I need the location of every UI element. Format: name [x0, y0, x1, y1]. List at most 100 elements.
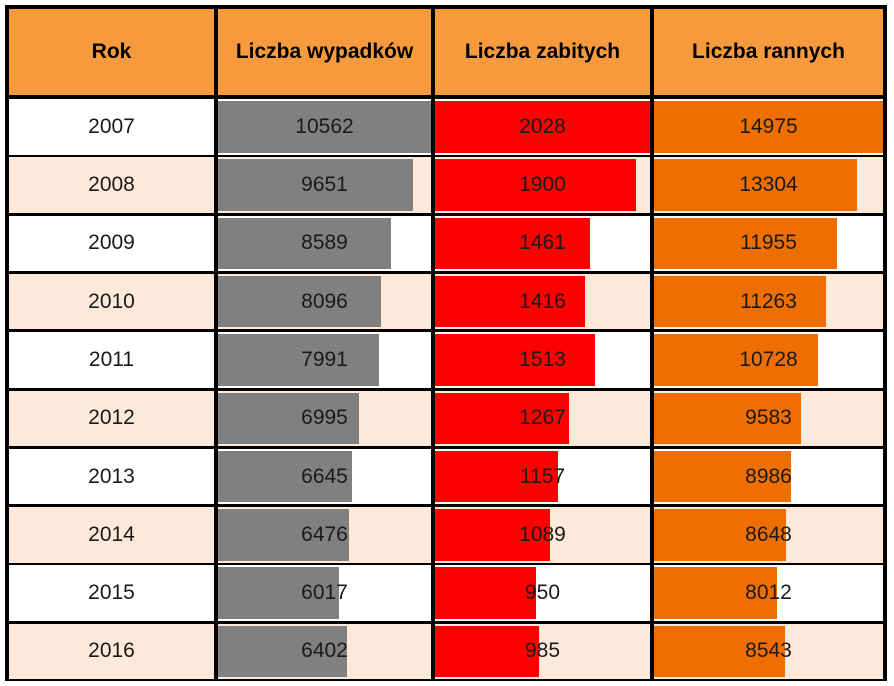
year-label: 2014: [88, 522, 135, 546]
accidents-bar: [218, 159, 413, 211]
header-accidents: Liczba wypadków: [218, 9, 431, 95]
accidents-value: 9651: [301, 173, 348, 197]
accidents-bar: [218, 567, 340, 619]
accidents-value: 6995: [301, 406, 348, 430]
killed-cell: 1157: [435, 448, 650, 505]
killed-value: 1157: [519, 464, 566, 488]
killed-bar: [435, 101, 650, 153]
accidents-value: 7991: [301, 347, 348, 371]
year-cell: 2011: [9, 332, 214, 388]
killed-cell: 950: [435, 565, 650, 621]
injured-bar: [654, 625, 785, 678]
accidents-value: 10562: [295, 114, 354, 138]
killed-value: 1513: [519, 347, 566, 371]
killed-cell: 2028: [435, 99, 650, 155]
injured-bar: [654, 159, 858, 211]
accidents-cell: 7991: [218, 332, 431, 388]
accidents-bar: [218, 217, 392, 270]
injured-cell: 8012: [654, 565, 883, 621]
killed-value: 1900: [519, 173, 566, 197]
injured-value: 10728: [739, 347, 798, 371]
killed-cell: 1513: [435, 332, 650, 388]
year-cell: 2013: [9, 448, 214, 505]
accidents-bar: [218, 625, 348, 678]
killed-value: 950: [524, 581, 561, 605]
injured-bar: [654, 101, 883, 153]
killed-cell: 1416: [435, 273, 650, 330]
killed-bar: [435, 509, 551, 561]
killed-bar: [435, 275, 586, 328]
injured-bar: [654, 567, 777, 619]
injured-cell: 11263: [654, 273, 883, 330]
accidents-cell: 6995: [218, 390, 431, 446]
injured-value: 8648: [745, 522, 792, 546]
accidents-cell: 8096: [218, 273, 431, 330]
year-label: 2011: [88, 347, 135, 371]
accidents-bar: [218, 509, 349, 561]
injured-cell: 10728: [654, 332, 883, 388]
year-cell: 2009: [9, 215, 214, 272]
injured-value: 8986: [745, 464, 792, 488]
injured-bar: [654, 334, 819, 386]
killed-bar: [435, 625, 540, 678]
injured-value: 13304: [739, 173, 798, 197]
accidents-cell: 8589: [218, 215, 431, 272]
year-cell: 2014: [9, 507, 214, 563]
injured-bar: [654, 509, 787, 561]
injured-value: 11955: [740, 231, 797, 255]
killed-cell: 1267: [435, 390, 650, 446]
accidents-value: 6402: [301, 639, 348, 663]
injured-cell: 8543: [654, 623, 883, 680]
killed-bar: [435, 217, 590, 270]
year-label: 2015: [88, 581, 135, 605]
accidents-bar: [218, 334, 380, 386]
year-cell: 2015: [9, 565, 214, 621]
year-cell: 2016: [9, 623, 214, 680]
year-cell: 2012: [9, 390, 214, 446]
header-year: Rok: [9, 9, 214, 95]
killed-bar: [435, 159, 637, 211]
killed-bar: [435, 567, 536, 619]
header-killed: Liczba zabitych: [435, 9, 650, 95]
year-label: 2013: [88, 464, 135, 488]
killed-value: 1089: [519, 522, 566, 546]
accidents-value: 6017: [301, 581, 348, 605]
injured-value: 8543: [745, 639, 792, 663]
injured-value: 9583: [745, 406, 792, 430]
year-cell: 2007: [9, 99, 214, 155]
accidents-value: 6476: [301, 522, 348, 546]
injured-cell: 13304: [654, 157, 883, 213]
year-label: 2007: [88, 114, 135, 138]
injured-cell: 8986: [654, 448, 883, 505]
killed-value: 1267: [519, 406, 566, 430]
year-cell: 2010: [9, 273, 214, 330]
killed-cell: 1089: [435, 507, 650, 563]
killed-bar: [435, 450, 558, 503]
killed-value: 2028: [519, 114, 566, 138]
injured-cell: 11955: [654, 215, 883, 272]
injured-value: 14975: [739, 114, 798, 138]
injured-value: 11263: [740, 289, 797, 313]
year-label: 2016: [88, 639, 135, 663]
injured-bar: [654, 275, 827, 328]
killed-cell: 985: [435, 623, 650, 680]
injured-bar: [654, 392, 801, 444]
year-label: 2012: [88, 406, 135, 430]
killed-cell: 1461: [435, 215, 650, 272]
accidents-cell: 6645: [218, 448, 431, 505]
injured-bar: [654, 450, 792, 503]
year-label: 2009: [88, 231, 135, 255]
injured-bar: [654, 217, 837, 270]
accidents-bar: [218, 101, 431, 153]
year-label: 2010: [88, 289, 135, 313]
accidents-value: 6645: [301, 464, 348, 488]
accidents-cell: 9651: [218, 157, 431, 213]
killed-value: 1461: [519, 231, 566, 255]
accidents-cell: 10562: [218, 99, 431, 155]
injured-cell: 8648: [654, 507, 883, 563]
injured-value: 8012: [745, 581, 792, 605]
data-table: Rok Liczba wypadków Liczba zabitych Liczba …: [5, 5, 887, 681]
injured-cell: 14975: [654, 99, 883, 155]
killed-value: 1416: [519, 289, 566, 313]
killed-bar: [435, 392, 570, 444]
